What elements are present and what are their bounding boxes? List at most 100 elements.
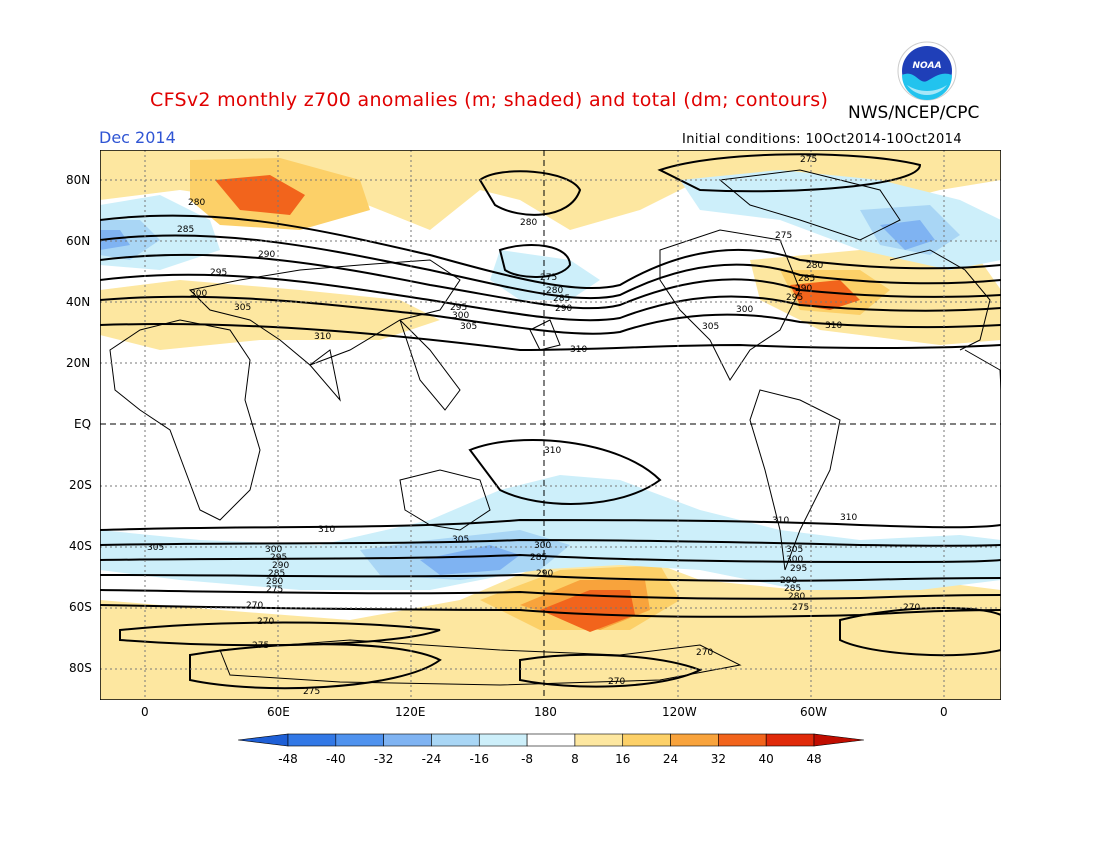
agency-label: NWS/NCEP/CPC xyxy=(848,103,980,123)
contour-label: 310 xyxy=(840,513,857,523)
colorbar-swatch xyxy=(287,733,337,747)
contour-label: 290 xyxy=(272,561,289,571)
contour-label: 275 xyxy=(775,231,792,241)
colorbar-tick-label: -24 xyxy=(422,752,442,766)
contour-label: 310 xyxy=(314,332,331,342)
contour-label: 305 xyxy=(786,545,803,555)
lat-label: 20N xyxy=(66,356,91,370)
contour-label: 270 xyxy=(246,601,263,611)
colorbar-swatch xyxy=(718,733,767,747)
contour-label: 275 xyxy=(540,273,557,283)
forecast-month: Dec 2014 xyxy=(99,128,176,147)
contour-labels: 275 280 285 290 295 300 305 310 275 280 … xyxy=(147,155,920,697)
lon-label: 0 xyxy=(940,705,948,719)
colorbar-tick-label: 16 xyxy=(615,752,630,766)
contour-label: 280 xyxy=(546,286,563,296)
colorbar-tick-label: 40 xyxy=(759,752,774,766)
colorbar-swatch xyxy=(622,733,671,747)
contour-label: 275 xyxy=(252,641,269,651)
lat-label: 20S xyxy=(69,478,92,492)
contour-label: 295 xyxy=(450,303,467,313)
contour-label: 290 xyxy=(795,284,812,294)
contour-label: 280 xyxy=(520,218,537,228)
colorbar-tick-label: -40 xyxy=(326,752,346,766)
colorbar-swatch xyxy=(335,733,384,747)
contour-label: 295 xyxy=(790,564,807,574)
figure-title: CFSv2 monthly z700 anomalies (m; shaded)… xyxy=(150,89,829,111)
contour-label: 305 xyxy=(452,535,469,545)
noaa-logo: NOAA xyxy=(897,41,957,101)
contour-label: 295 xyxy=(786,293,803,303)
graticule xyxy=(100,150,1001,700)
colorbar-tick-label: -8 xyxy=(521,752,533,766)
lat-label: EQ xyxy=(74,417,92,431)
contour-label: 310 xyxy=(772,516,789,526)
lat-label: 60N xyxy=(66,234,91,248)
contour-label: 280 xyxy=(188,198,205,208)
contour-label: 300 xyxy=(736,305,753,315)
contour-label: 285 xyxy=(553,294,570,304)
contour-label: 300 xyxy=(534,541,551,551)
contour-label: 285 xyxy=(268,569,285,579)
lon-label: 120E xyxy=(395,705,426,719)
contour-label: 290 xyxy=(555,304,572,314)
lon-label: 120W xyxy=(662,705,697,719)
colorbar-arrow-low xyxy=(238,733,289,747)
colorbar-swatch xyxy=(383,733,432,747)
contour-label: 290 xyxy=(258,250,275,260)
contour-label: 270 xyxy=(257,617,274,627)
colorbar-tick-label: 48 xyxy=(806,752,821,766)
lat-label: 40N xyxy=(66,295,91,309)
contour-label: 270 xyxy=(696,648,713,658)
contour-label: 310 xyxy=(570,345,587,355)
lon-label: 60W xyxy=(800,705,828,719)
contour-label: 310 xyxy=(825,321,842,331)
height-contours xyxy=(100,153,1001,690)
colorbar-tick-label: -16 xyxy=(469,752,489,766)
lat-label: 80N xyxy=(66,173,91,187)
contour-label: 300 xyxy=(190,289,207,299)
contour-label: 310 xyxy=(544,446,561,456)
contour-label: 285 xyxy=(784,584,801,594)
colorbar-tick-label: 8 xyxy=(571,752,579,766)
colorbar-swatch xyxy=(574,733,624,747)
contour-label: 295 xyxy=(270,553,287,563)
lat-label: 40S xyxy=(69,539,92,553)
contour-label: 275 xyxy=(266,585,283,595)
contour-label: 305 xyxy=(147,543,164,553)
colorbar-swatch xyxy=(431,733,480,747)
colorbar-swatch xyxy=(765,733,815,747)
contour-label: 270 xyxy=(608,677,625,687)
colorbar-swatch xyxy=(670,733,719,747)
contour-label: 285 xyxy=(177,225,194,235)
contour-label: 305 xyxy=(460,322,477,332)
contour-label: 275 xyxy=(792,603,809,613)
lon-label: 60E xyxy=(267,705,290,719)
colorbar: -48 -40 -32 -24 -16 -8 8 16 24 32 40 48 xyxy=(238,733,864,766)
lon-label: 180 xyxy=(534,705,557,719)
colorbar-tick-label: -48 xyxy=(278,752,298,766)
contour-label: 295 xyxy=(210,268,227,278)
contour-label: 280 xyxy=(266,577,283,587)
initial-conditions-label: Initial conditions: 10Oct2014-10Oct2014 xyxy=(682,132,962,147)
contour-label: 305 xyxy=(702,322,719,332)
contour-label: 300 xyxy=(265,545,282,555)
contour-label: 300 xyxy=(786,555,803,565)
contour-label: 290 xyxy=(780,576,797,586)
contour-label: 290 xyxy=(536,569,553,579)
colorbar-swatches xyxy=(238,733,864,747)
colorbar-tick-labels: -48 -40 -32 -24 -16 -8 8 16 24 32 40 48 xyxy=(278,752,821,766)
contour-label: 305 xyxy=(234,303,251,313)
contour-label: 280 xyxy=(806,261,823,271)
colorbar-arrow-high xyxy=(813,733,864,747)
equator-dateline xyxy=(100,150,1001,700)
contour-label: 275 xyxy=(303,687,320,697)
contour-label: 270 xyxy=(903,603,920,613)
contour-label: 300 xyxy=(452,311,469,321)
colorbar-swatch xyxy=(526,733,576,747)
colorbar-tick-label: -32 xyxy=(374,752,394,766)
colorbar-swatch xyxy=(478,733,528,747)
contour-label: 280 xyxy=(788,592,805,602)
lon-label: 0 xyxy=(141,705,149,719)
contour-label: 285 xyxy=(798,274,815,284)
